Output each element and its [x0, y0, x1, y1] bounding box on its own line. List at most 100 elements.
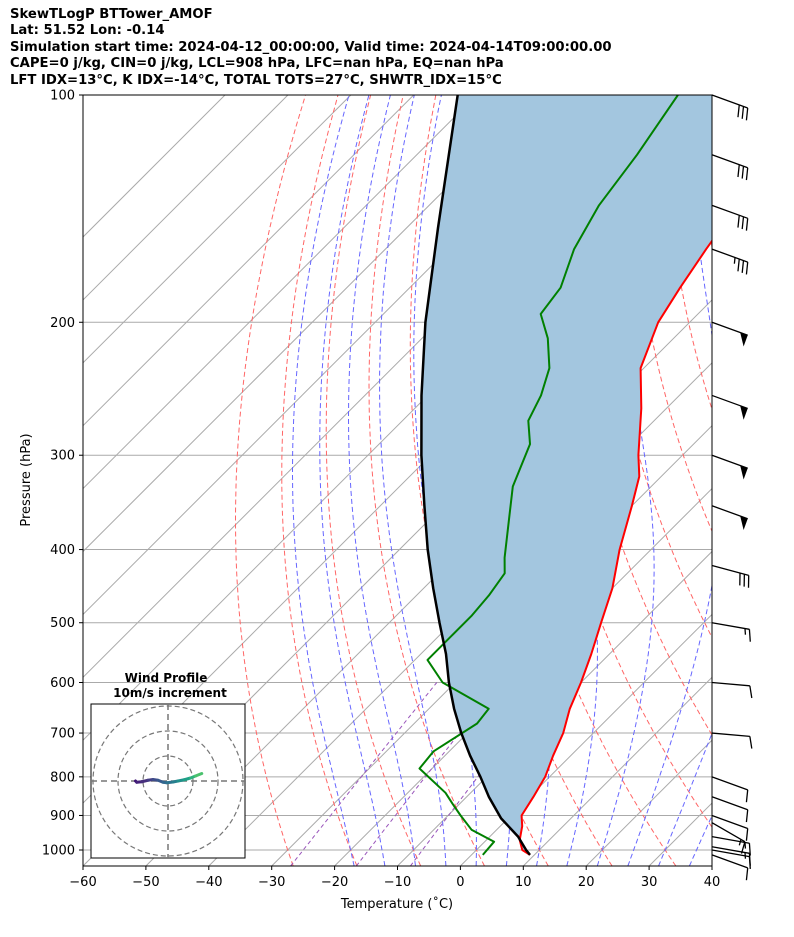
barb-flag	[741, 216, 745, 230]
title-line-indices: LFT IDX=13°C, K IDX=-14°C, TOTAL TOTS=27…	[10, 72, 502, 88]
hodograph-inset: Wind Profile 10m/s increment	[90, 671, 246, 859]
wind-barb	[711, 854, 749, 881]
isotherm-line	[460, 613, 712, 866]
hodograph-trace	[194, 772, 204, 778]
title-line-station: SkewTLogP BTTower_AMOF	[10, 7, 213, 22]
barb-flag	[748, 843, 751, 856]
barb-flag	[749, 736, 753, 749]
barb-pennant	[740, 516, 748, 531]
chart-header: SkewTLogP BTTower_AMOF Lat: 51.52 Lon: -…	[10, 7, 612, 89]
barb-staff	[711, 822, 746, 843]
wind-barb	[711, 394, 748, 420]
barb-flag	[737, 164, 740, 178]
y-tick-label: 200	[50, 316, 75, 331]
x-tick-label: 30	[641, 875, 658, 890]
x-tick-label: −30	[258, 875, 285, 890]
barb-staff	[711, 776, 748, 791]
mixing-ratio-line	[409, 682, 551, 866]
wind-barb	[711, 681, 753, 699]
x-tick-label: −20	[321, 875, 348, 890]
x-tick-label: 40	[704, 875, 721, 890]
y-tick-label: 700	[50, 727, 75, 742]
y-axis-label: Pressure (hPa)	[19, 433, 34, 526]
mixing-ratio-line	[290, 682, 438, 866]
dewpoint-line	[418, 95, 679, 856]
dry-adiabat	[762, 95, 794, 866]
x-tick-label: 0	[456, 875, 464, 890]
dry-adiabat	[325, 95, 422, 866]
wind-barb	[711, 776, 749, 803]
x-tick-label: −50	[132, 875, 159, 890]
barb-flag	[745, 107, 749, 121]
barb-flag	[741, 166, 745, 179]
isotherm-line	[711, 865, 712, 866]
dry-adiabat	[281, 95, 358, 866]
moist-adiabat	[292, 95, 355, 866]
isotherm-line	[83, 95, 415, 427]
barb-staff	[711, 454, 748, 469]
moist-adiabat	[348, 95, 416, 866]
moist-adiabat	[413, 95, 477, 866]
wind-barb	[711, 321, 748, 347]
barb-pennant	[740, 465, 748, 480]
barb-flag	[745, 828, 749, 841]
barb-staff	[711, 204, 748, 219]
isotherm-line	[83, 95, 226, 238]
barb-half-flag	[733, 257, 736, 264]
barb-staff	[711, 394, 748, 410]
barb-flag	[745, 867, 749, 881]
dry-adiabat	[729, 95, 794, 866]
y-tick-label: 100	[50, 89, 75, 104]
barb-flag	[737, 215, 740, 228]
barb-staff	[711, 505, 748, 520]
barb-staff	[711, 732, 750, 738]
isotherm-line	[83, 95, 289, 301]
barb-staff	[711, 248, 748, 263]
x-tick-label: 20	[578, 875, 595, 890]
isotherm-line	[271, 424, 712, 866]
wind-barb	[711, 796, 749, 823]
x-tick-label: −10	[384, 875, 411, 890]
wind-barb	[711, 204, 749, 231]
barb-flag	[745, 262, 749, 275]
y-tick-label: 600	[50, 676, 75, 691]
barb-flag	[737, 258, 740, 272]
y-tick-label: 400	[50, 543, 75, 558]
barb-staff	[711, 564, 749, 577]
moist-adiabat	[658, 731, 712, 866]
isotherm-line	[522, 676, 712, 866]
wind-barb	[711, 622, 751, 642]
barb-staff	[711, 681, 750, 687]
title-line-location: Lat: 51.52 Lon: -0.14	[10, 23, 165, 39]
wind-barb	[711, 154, 749, 181]
barb-staff	[711, 622, 750, 630]
y-tick-label: 900	[50, 809, 75, 824]
barb-half-flag	[738, 839, 742, 846]
barb-staff	[711, 814, 748, 830]
x-axis-label: Temperature (˚C)	[340, 896, 453, 912]
barb-flag	[749, 685, 753, 699]
x-tick-label: −60	[69, 875, 96, 890]
hodograph-ring	[117, 730, 219, 832]
wind-barb	[711, 814, 749, 841]
wind-barbs	[711, 94, 753, 881]
hodograph-title: Wind Profile	[125, 671, 208, 685]
barb-staff	[711, 849, 750, 858]
y-tick-label: 1000	[42, 844, 75, 859]
moist-adiabat	[720, 95, 794, 866]
wind-barb	[711, 822, 746, 854]
x-tick-label: 10	[515, 875, 532, 890]
hodograph-plot	[91, 704, 245, 858]
isotherm-line	[83, 95, 540, 553]
barb-staff	[711, 154, 748, 169]
barb-flag	[745, 167, 749, 181]
isotherm-line	[83, 95, 352, 364]
barb-staff	[711, 94, 748, 109]
dry-adiabat	[235, 95, 306, 866]
barb-staff	[711, 796, 748, 811]
parcel-line	[420, 95, 531, 856]
moist-adiabat	[627, 95, 712, 866]
wind-barb	[711, 564, 750, 588]
barb-staff	[711, 321, 748, 336]
